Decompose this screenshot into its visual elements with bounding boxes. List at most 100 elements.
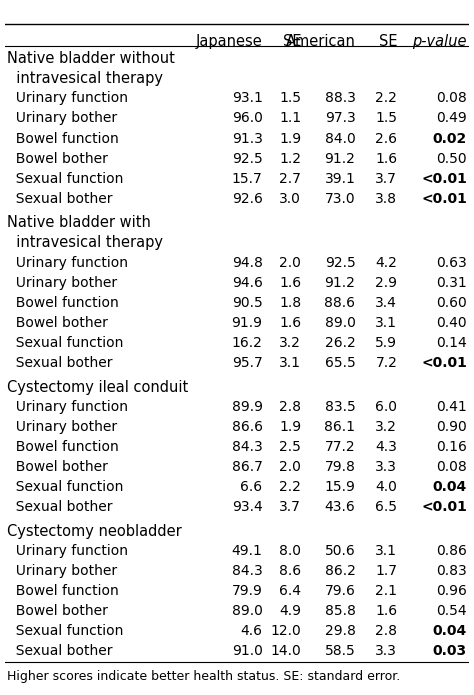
Text: 2.0: 2.0	[279, 256, 301, 270]
Text: 7.2: 7.2	[375, 356, 397, 370]
Text: 79.8: 79.8	[325, 460, 356, 474]
Text: 91.9: 91.9	[231, 316, 263, 330]
Text: 1.5: 1.5	[279, 92, 301, 106]
Text: 92.5: 92.5	[325, 256, 356, 270]
Text: 88.3: 88.3	[325, 92, 356, 106]
Text: 0.54: 0.54	[436, 604, 467, 618]
Text: 79.6: 79.6	[325, 584, 356, 598]
Text: Urinary function: Urinary function	[7, 256, 128, 270]
Text: 0.16: 0.16	[436, 440, 467, 454]
Text: 2.0: 2.0	[279, 460, 301, 474]
Text: 79.9: 79.9	[232, 584, 263, 598]
Text: 86.1: 86.1	[324, 420, 356, 434]
Text: 1.6: 1.6	[279, 316, 301, 330]
Text: 86.7: 86.7	[232, 460, 263, 474]
Text: 3.3: 3.3	[375, 460, 397, 474]
Text: Urinary bother: Urinary bother	[7, 276, 117, 290]
Text: 3.1: 3.1	[375, 316, 397, 330]
Text: Sexual bother: Sexual bother	[7, 192, 112, 206]
Text: 15.9: 15.9	[325, 480, 356, 494]
Text: 15.7: 15.7	[232, 172, 263, 186]
Text: 58.5: 58.5	[325, 644, 356, 658]
Text: SE: SE	[283, 34, 301, 49]
Text: intravesical therapy: intravesical therapy	[7, 72, 163, 86]
Text: Sexual function: Sexual function	[7, 336, 123, 350]
Text: Japanese: Japanese	[196, 34, 263, 49]
Text: 91.0: 91.0	[232, 644, 263, 658]
Text: 0.14: 0.14	[436, 336, 467, 350]
Text: 0.86: 0.86	[436, 543, 467, 557]
Text: Bowel bother: Bowel bother	[7, 604, 108, 618]
Text: 26.2: 26.2	[325, 336, 356, 350]
Text: 1.6: 1.6	[279, 276, 301, 290]
Text: 1.6: 1.6	[375, 152, 397, 165]
Text: intravesical therapy: intravesical therapy	[7, 236, 163, 250]
Text: Sexual bother: Sexual bother	[7, 356, 112, 370]
Text: 16.2: 16.2	[232, 336, 263, 350]
Text: 73.0: 73.0	[325, 192, 356, 206]
Text: American: American	[285, 34, 356, 49]
Text: Bowel function: Bowel function	[7, 296, 119, 310]
Text: 86.6: 86.6	[231, 420, 263, 434]
Text: 6.6: 6.6	[240, 480, 263, 494]
Text: 83.5: 83.5	[325, 400, 356, 414]
Text: 2.8: 2.8	[375, 624, 397, 638]
Text: 94.6: 94.6	[232, 276, 263, 290]
Text: 1.8: 1.8	[279, 296, 301, 310]
Text: 0.83: 0.83	[436, 564, 467, 578]
Text: 6.5: 6.5	[375, 500, 397, 514]
Text: <0.01: <0.01	[421, 500, 467, 514]
Text: 1.1: 1.1	[279, 111, 301, 126]
Text: Bowel bother: Bowel bother	[7, 316, 108, 330]
Text: 29.8: 29.8	[325, 624, 356, 638]
Text: Higher scores indicate better health status. SE: standard error.: Higher scores indicate better health sta…	[7, 670, 401, 682]
Text: 1.9: 1.9	[279, 420, 301, 434]
Text: 3.2: 3.2	[375, 420, 397, 434]
Text: 84.3: 84.3	[232, 440, 263, 454]
Text: 2.5: 2.5	[279, 440, 301, 454]
Text: 49.1: 49.1	[232, 543, 263, 557]
Text: 65.5: 65.5	[325, 356, 356, 370]
Text: 3.7: 3.7	[279, 500, 301, 514]
Text: 2.2: 2.2	[375, 92, 397, 106]
Text: Sexual bother: Sexual bother	[7, 500, 112, 514]
Text: 0.08: 0.08	[436, 92, 467, 106]
Text: 0.31: 0.31	[436, 276, 467, 290]
Text: 1.2: 1.2	[279, 152, 301, 165]
Text: 0.40: 0.40	[436, 316, 467, 330]
Text: 1.6: 1.6	[375, 604, 397, 618]
Text: 3.1: 3.1	[375, 543, 397, 557]
Text: 0.41: 0.41	[436, 400, 467, 414]
Text: 0.08: 0.08	[436, 460, 467, 474]
Text: 91.2: 91.2	[325, 276, 356, 290]
Text: 3.1: 3.1	[279, 356, 301, 370]
Text: SE: SE	[379, 34, 397, 49]
Text: Urinary bother: Urinary bother	[7, 420, 117, 434]
Text: 0.49: 0.49	[436, 111, 467, 126]
Text: 3.4: 3.4	[375, 296, 397, 310]
Text: 96.0: 96.0	[232, 111, 263, 126]
Text: p-value: p-value	[412, 34, 467, 49]
Text: 39.1: 39.1	[325, 172, 356, 186]
Text: 2.8: 2.8	[279, 400, 301, 414]
Text: 3.0: 3.0	[279, 192, 301, 206]
Text: 0.90: 0.90	[436, 420, 467, 434]
Text: 88.6: 88.6	[324, 296, 356, 310]
Text: 84.0: 84.0	[325, 131, 356, 145]
Text: 12.0: 12.0	[270, 624, 301, 638]
Text: 2.7: 2.7	[279, 172, 301, 186]
Text: 3.8: 3.8	[375, 192, 397, 206]
Text: Bowel function: Bowel function	[7, 584, 119, 598]
Text: 43.6: 43.6	[325, 500, 356, 514]
Text: 77.2: 77.2	[325, 440, 356, 454]
Text: <0.01: <0.01	[421, 172, 467, 186]
Text: 1.5: 1.5	[375, 111, 397, 126]
Text: 2.1: 2.1	[375, 584, 397, 598]
Text: 1.7: 1.7	[375, 564, 397, 578]
Text: Urinary function: Urinary function	[7, 543, 128, 557]
Text: Cystectomy ileal conduit: Cystectomy ileal conduit	[7, 379, 188, 395]
Text: 93.4: 93.4	[232, 500, 263, 514]
Text: Native bladder without: Native bladder without	[7, 51, 175, 66]
Text: 5.9: 5.9	[375, 336, 397, 350]
Text: 91.2: 91.2	[325, 152, 356, 165]
